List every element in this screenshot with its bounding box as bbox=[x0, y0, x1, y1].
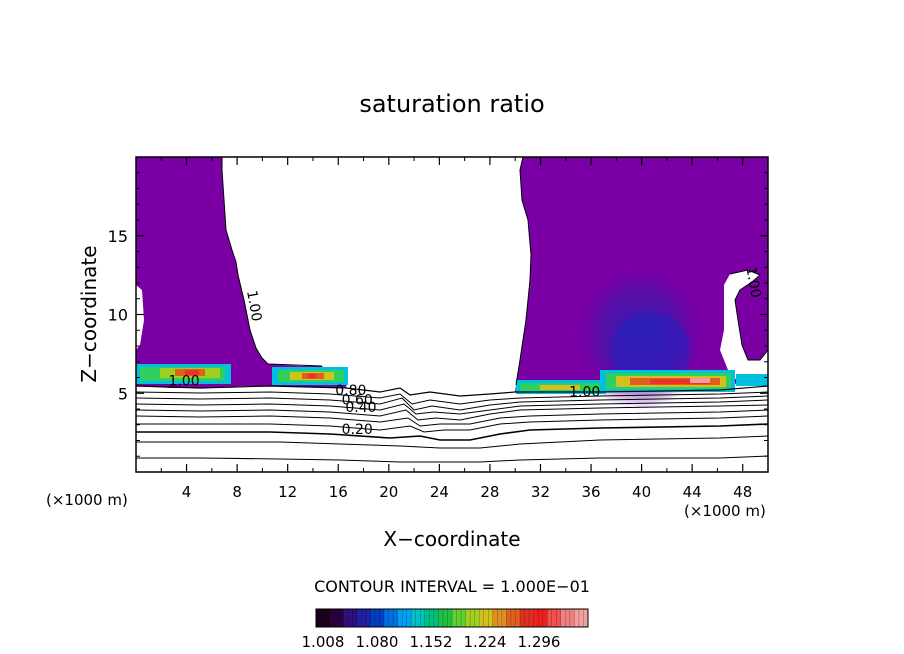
colorbar-swatch bbox=[343, 609, 358, 627]
y-tick-label: 5 bbox=[118, 384, 128, 403]
contour-label: 1.00 bbox=[742, 266, 763, 299]
x-axis: 4 8 12 16 20 24 28 32 36 40 44 48 bbox=[160, 157, 752, 501]
colorbar-swatch bbox=[560, 609, 575, 627]
colorbar-tick-label: 1.080 bbox=[356, 633, 399, 651]
x-tick-label: 48 bbox=[733, 483, 752, 501]
x-tick-label: 12 bbox=[278, 483, 297, 501]
colorbar bbox=[316, 609, 589, 627]
colorbar-swatch bbox=[438, 609, 453, 627]
colorbar-swatch bbox=[356, 609, 371, 627]
x-tick-label: 36 bbox=[581, 483, 600, 501]
y-tick-label: 15 bbox=[108, 227, 128, 246]
contour-label: 1.00 bbox=[168, 373, 199, 389]
colorbar-swatch bbox=[547, 609, 562, 627]
x-tick-label: 24 bbox=[430, 483, 449, 501]
colorbar-swatch bbox=[329, 609, 344, 627]
colorbar-tick-label: 1.224 bbox=[464, 633, 507, 651]
colorbar-labels: 1.008 1.080 1.152 1.224 1.296 bbox=[302, 633, 561, 651]
x-tick-label: 40 bbox=[632, 483, 651, 501]
colorbar-swatch bbox=[370, 609, 385, 627]
colorbar-frame bbox=[315, 608, 589, 628]
colorbar-tick-label: 1.152 bbox=[410, 633, 453, 651]
colorbar-swatch bbox=[479, 609, 494, 627]
contour-label: 1.00 bbox=[569, 384, 600, 400]
x-tick-label: 4 bbox=[182, 483, 192, 501]
x-tick-label: 44 bbox=[683, 483, 702, 501]
chart-title: saturation ratio bbox=[359, 90, 544, 118]
supersaturated-region-left bbox=[136, 157, 348, 388]
contour-lines bbox=[136, 157, 768, 463]
colorbar-swatch bbox=[465, 609, 480, 627]
high-value-core-inner bbox=[610, 312, 690, 388]
x-axis-label: X−coordinate bbox=[383, 527, 520, 551]
colorbar-tick-label: 1.296 bbox=[518, 633, 561, 651]
colorbar-swatch bbox=[316, 609, 331, 627]
x-tick-label: 28 bbox=[480, 483, 499, 501]
contour-interval-label: CONTOUR INTERVAL = 1.000E−01 bbox=[314, 577, 590, 596]
x-tick-label: 16 bbox=[329, 483, 348, 501]
y-axis-label: Z−coordinate bbox=[77, 245, 101, 382]
contour-label: 0.40 bbox=[345, 400, 376, 416]
contour-label: 0.20 bbox=[342, 422, 373, 438]
x-tick-label: 32 bbox=[531, 483, 550, 501]
colorbar-swatch bbox=[574, 609, 589, 627]
colorbar-tick-label: 1.008 bbox=[302, 633, 345, 651]
y-axis: 5 10 15 bbox=[108, 172, 768, 457]
contour-label: 1.00 bbox=[243, 289, 264, 322]
colorbar-swatch bbox=[492, 609, 507, 627]
contour-label: 0.80 bbox=[335, 383, 366, 399]
colorbar-swatch bbox=[384, 609, 399, 627]
contour-label: 0.60 bbox=[342, 392, 373, 408]
x-unit-right: (×1000 m) bbox=[684, 502, 766, 520]
x-unit-left: (×1000 m) bbox=[46, 491, 128, 509]
colorbar-swatch bbox=[520, 609, 535, 627]
y-tick-label: 10 bbox=[108, 306, 128, 325]
plot-area: 1.00 1.00 0.800.600.40 0.20 1.00 1.00 bbox=[136, 157, 768, 463]
colorbar-swatch bbox=[506, 609, 521, 627]
colorbar-swatch bbox=[397, 609, 412, 627]
x-tick-label: 8 bbox=[232, 483, 242, 501]
colorbar-swatch bbox=[424, 609, 439, 627]
colorbar-swatch bbox=[452, 609, 467, 627]
x-tick-label: 20 bbox=[379, 483, 398, 501]
colorbar-swatch bbox=[411, 609, 426, 627]
colorbar-swatch bbox=[533, 609, 548, 627]
contour-labels: 1.00 1.00 0.800.600.40 0.20 1.00 1.00 bbox=[168, 266, 763, 439]
